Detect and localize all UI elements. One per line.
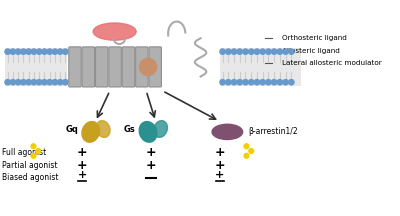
Circle shape	[266, 79, 271, 85]
Text: Lateral allosteric modulator: Lateral allosteric modulator	[282, 60, 382, 66]
Circle shape	[283, 79, 288, 85]
Circle shape	[277, 49, 282, 54]
Circle shape	[52, 79, 58, 85]
Circle shape	[244, 153, 249, 158]
Circle shape	[31, 49, 36, 54]
Circle shape	[47, 79, 52, 85]
Circle shape	[220, 79, 225, 85]
Circle shape	[36, 79, 42, 85]
Circle shape	[26, 49, 31, 54]
Circle shape	[220, 49, 225, 54]
Circle shape	[10, 79, 16, 85]
Circle shape	[63, 79, 68, 85]
Text: Gq: Gq	[66, 125, 78, 135]
Circle shape	[42, 49, 47, 54]
Circle shape	[31, 79, 36, 85]
Text: +: +	[146, 146, 156, 159]
Circle shape	[231, 79, 237, 85]
Circle shape	[42, 79, 47, 85]
FancyBboxPatch shape	[82, 47, 94, 87]
Text: +: +	[77, 146, 88, 159]
Text: +: +	[214, 159, 225, 172]
FancyBboxPatch shape	[136, 47, 148, 87]
Circle shape	[237, 49, 242, 54]
Ellipse shape	[96, 121, 110, 137]
Text: Orthosteric ligand: Orthosteric ligand	[282, 35, 347, 41]
Circle shape	[31, 144, 36, 149]
Circle shape	[272, 79, 277, 85]
Text: Full agonist: Full agonist	[2, 148, 46, 157]
Text: +: +	[78, 170, 87, 180]
Text: +: +	[214, 146, 225, 159]
Circle shape	[248, 79, 254, 85]
Circle shape	[283, 49, 288, 54]
Circle shape	[254, 49, 260, 54]
Circle shape	[231, 49, 237, 54]
Circle shape	[289, 79, 294, 85]
Circle shape	[254, 79, 260, 85]
Circle shape	[31, 153, 36, 158]
Circle shape	[243, 49, 248, 54]
Circle shape	[58, 49, 63, 54]
Text: Partial agonist: Partial agonist	[2, 161, 58, 170]
Circle shape	[249, 149, 254, 153]
Circle shape	[140, 58, 157, 76]
Circle shape	[36, 49, 42, 54]
FancyBboxPatch shape	[149, 47, 162, 87]
Circle shape	[237, 79, 242, 85]
FancyBboxPatch shape	[5, 48, 67, 86]
Circle shape	[226, 79, 231, 85]
Circle shape	[47, 49, 52, 54]
Circle shape	[36, 149, 40, 153]
Text: +: +	[215, 170, 224, 180]
Circle shape	[243, 79, 248, 85]
FancyBboxPatch shape	[122, 47, 135, 87]
Ellipse shape	[82, 122, 100, 142]
Ellipse shape	[139, 122, 157, 142]
Circle shape	[289, 49, 294, 54]
Circle shape	[5, 79, 10, 85]
Circle shape	[63, 49, 68, 54]
Circle shape	[226, 49, 231, 54]
Ellipse shape	[154, 121, 168, 137]
Text: Allosteric ligand: Allosteric ligand	[282, 48, 340, 54]
Circle shape	[26, 79, 31, 85]
Circle shape	[244, 144, 249, 149]
Circle shape	[52, 49, 58, 54]
Circle shape	[260, 79, 265, 85]
Circle shape	[248, 49, 254, 54]
Ellipse shape	[93, 23, 136, 40]
Circle shape	[272, 49, 277, 54]
Circle shape	[10, 49, 16, 54]
Circle shape	[21, 79, 26, 85]
FancyBboxPatch shape	[96, 47, 108, 87]
Circle shape	[260, 49, 265, 54]
Circle shape	[5, 49, 10, 54]
Ellipse shape	[212, 124, 243, 140]
FancyBboxPatch shape	[109, 47, 121, 87]
Text: +: +	[77, 159, 88, 172]
Circle shape	[16, 49, 21, 54]
Circle shape	[266, 49, 271, 54]
Circle shape	[58, 79, 63, 85]
FancyBboxPatch shape	[69, 47, 81, 87]
Circle shape	[16, 79, 21, 85]
Circle shape	[277, 79, 282, 85]
Text: Biased agonist: Biased agonist	[2, 173, 58, 182]
Circle shape	[21, 49, 26, 54]
Text: Gs: Gs	[124, 125, 136, 135]
Text: β-arrestin1/2: β-arrestin1/2	[248, 127, 298, 136]
Text: +: +	[146, 159, 156, 172]
FancyBboxPatch shape	[220, 48, 301, 86]
